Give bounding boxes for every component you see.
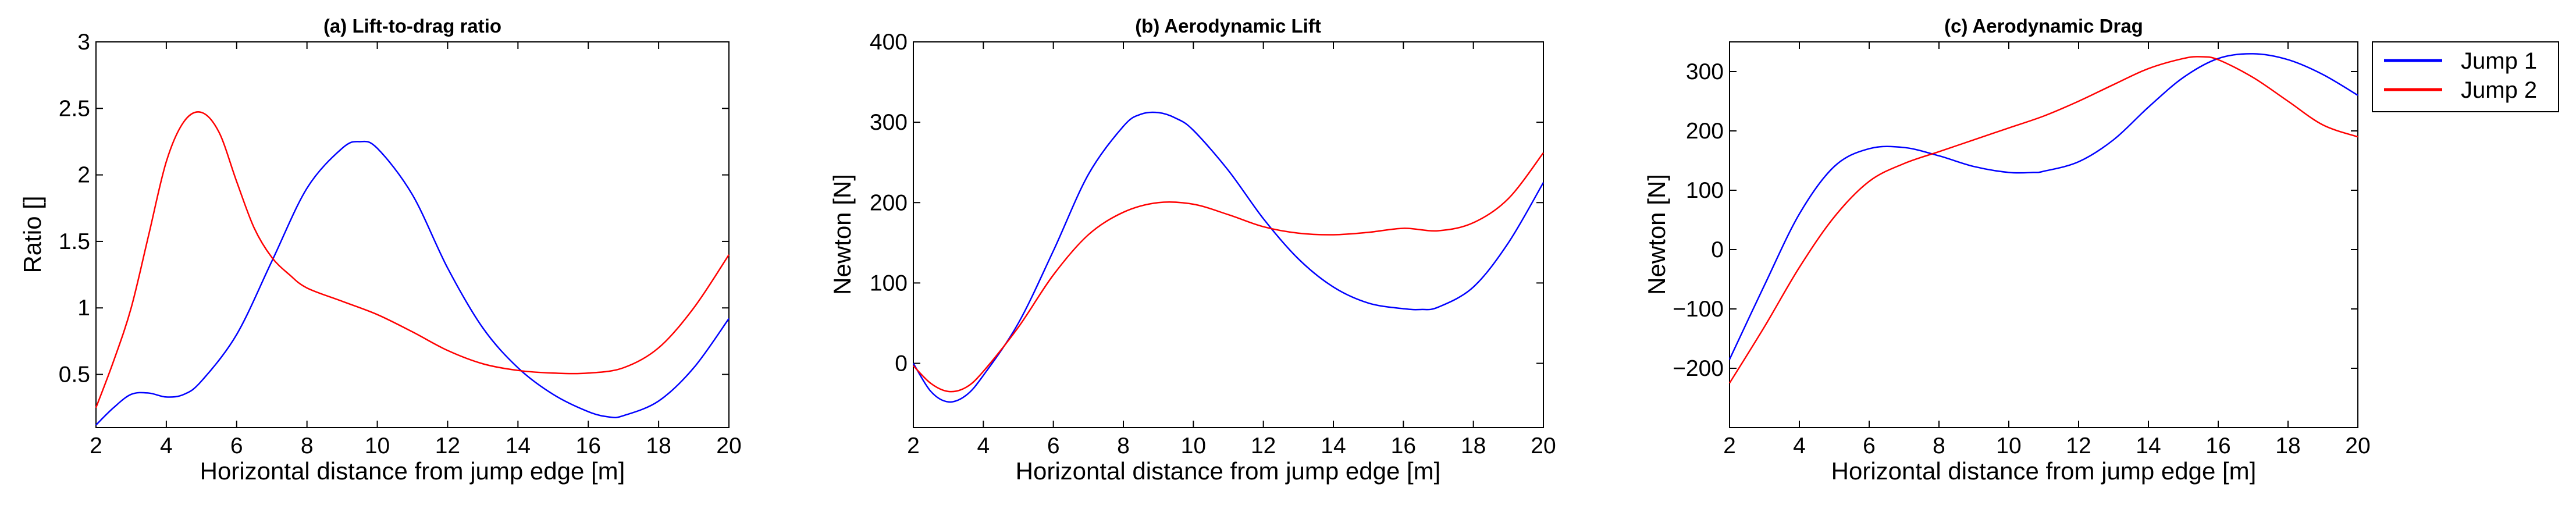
y-tick-label: 1.5 xyxy=(59,229,90,254)
legend: Jump 1 Jump 2 xyxy=(2372,41,2559,112)
x-tick-label: 4 xyxy=(160,433,173,458)
series-line-jump-2 xyxy=(1728,56,2358,384)
x-tick-label: 20 xyxy=(2345,433,2370,458)
x-tick-label: 18 xyxy=(1461,433,1486,458)
y-tick-label: 0.5 xyxy=(59,362,90,387)
x-tick-label: 2 xyxy=(90,433,102,458)
panel-c-lines xyxy=(1728,53,2358,384)
y-tick-label: 200 xyxy=(1686,119,1724,144)
x-tick-label: 10 xyxy=(365,433,390,458)
y-tick-label: 300 xyxy=(1686,59,1724,84)
x-tick-label: 14 xyxy=(2136,433,2161,458)
x-tick-label: 2 xyxy=(1723,433,1736,458)
panel-c-ticks: 2 4 6 8 10 12 14 16 18 20 −200 −100 0 100 200 300 xyxy=(1673,42,2371,458)
panel-c-title: (c) Aerodynamic Drag xyxy=(1944,15,2143,37)
y-tick-label: 100 xyxy=(870,271,908,296)
series-line-jump-1 xyxy=(912,111,1545,403)
x-tick-label: 12 xyxy=(2066,433,2091,458)
series-line-jump-1 xyxy=(1728,53,2358,360)
panel-b-lines xyxy=(912,111,1545,403)
y-tick-label: 3 xyxy=(77,30,90,55)
x-tick-label: 6 xyxy=(1047,433,1060,458)
y-tick-label: 200 xyxy=(870,190,908,215)
x-tick-label: 12 xyxy=(1251,433,1276,458)
y-tick-label: 1 xyxy=(77,296,90,321)
y-tick-label: 0 xyxy=(895,351,908,376)
panel-b-ylabel: Newton [N] xyxy=(828,174,856,295)
x-tick-label: 6 xyxy=(1863,433,1876,458)
x-tick-label: 6 xyxy=(230,433,243,458)
panel-b-frame xyxy=(913,41,1544,428)
panel-a-title: (a) Lift-to-drag ratio xyxy=(323,15,501,37)
y-tick-label: 400 xyxy=(870,30,908,55)
y-tick-label: 300 xyxy=(870,110,908,135)
x-tick-label: 14 xyxy=(1321,433,1346,458)
x-tick-label: 18 xyxy=(646,433,671,458)
x-tick-label: 20 xyxy=(716,433,741,458)
panel-a: 2 4 6 8 10 12 14 16 18 20 0.5 1 1.5 2 2.5 3 (a) Lift-to… xyxy=(19,15,742,485)
legend-label-jump-1: Jump 1 xyxy=(2461,48,2537,74)
panel-a-ylabel: Ratio [] xyxy=(19,195,46,273)
y-tick-label: −200 xyxy=(1673,356,1724,381)
series-line-jump-1 xyxy=(95,140,730,426)
x-tick-label: 20 xyxy=(1531,433,1556,458)
x-tick-label: 16 xyxy=(576,433,601,458)
series-line-jump-2 xyxy=(95,111,730,408)
series-line-jump-2 xyxy=(913,152,1544,393)
x-tick-label: 10 xyxy=(1996,433,2021,458)
x-tick-label: 16 xyxy=(1391,433,1416,458)
x-tick-label: 16 xyxy=(2205,433,2230,458)
x-tick-label: 4 xyxy=(1793,433,1806,458)
panel-b-xlabel: Horizontal distance from jump edge [m] xyxy=(1016,457,1441,485)
panel-a-ticks: 2 4 6 8 10 12 14 16 18 20 0.5 1 1.5 2 2.5 3 xyxy=(59,30,742,458)
x-tick-label: 4 xyxy=(977,433,990,458)
x-tick-label: 10 xyxy=(1181,433,1206,458)
panel-a-lines xyxy=(95,111,730,426)
x-tick-label: 8 xyxy=(1117,433,1130,458)
x-tick-label: 8 xyxy=(1933,433,1945,458)
x-tick-label: 14 xyxy=(506,433,531,458)
panel-c-frame xyxy=(1729,41,2358,428)
panel-b-title: (b) Aerodynamic Lift xyxy=(1135,15,1321,37)
panel-c-ylabel: Newton [N] xyxy=(1643,174,1670,295)
panel-c-xlabel: Horizontal distance from jump edge [m] xyxy=(1831,457,2257,485)
panel-c: 2 4 6 8 10 12 14 16 18 20 −200 −100 0 100 200 300 (c) A… xyxy=(1643,15,2371,485)
x-tick-label: 12 xyxy=(435,433,460,458)
legend-box xyxy=(2372,41,2559,112)
x-tick-label: 18 xyxy=(2275,433,2300,458)
y-tick-label: 100 xyxy=(1686,178,1724,203)
legend-label-jump-2: Jump 2 xyxy=(2461,77,2537,103)
x-tick-label: 2 xyxy=(907,433,920,458)
panel-a-frame xyxy=(95,41,730,428)
y-tick-label: 2.5 xyxy=(59,96,90,121)
panel-a-xlabel: Horizontal distance from jump edge [m] xyxy=(200,457,625,485)
y-tick-label: 0 xyxy=(1711,237,1724,262)
x-tick-label: 8 xyxy=(301,433,314,458)
y-tick-label: −100 xyxy=(1673,297,1724,322)
y-tick-label: 2 xyxy=(77,163,90,188)
